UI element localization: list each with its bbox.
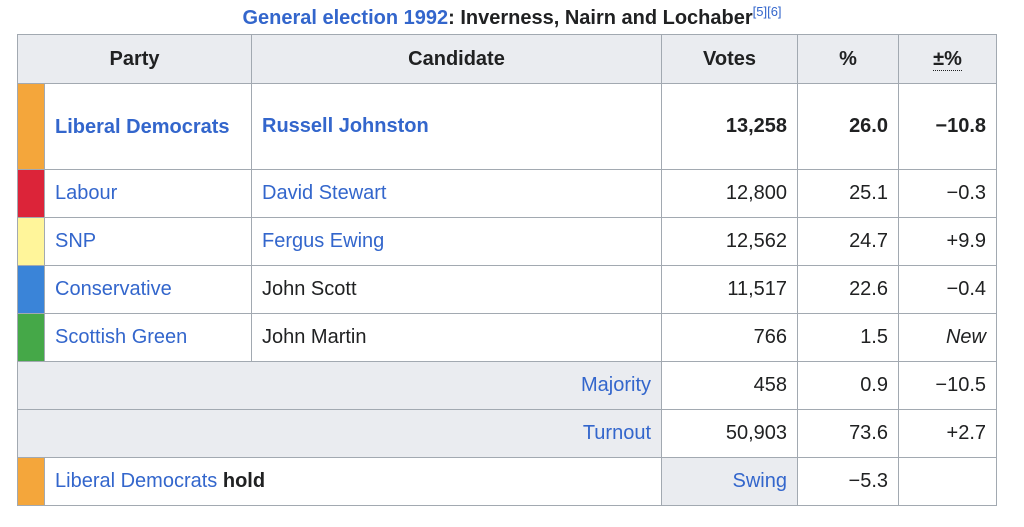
change-cell: New <box>898 313 997 362</box>
party-link[interactable]: Scottish Green <box>55 326 188 348</box>
caption-rest: : Inverness, Nairn and Lochaber <box>448 7 753 29</box>
party-cell: Conservative <box>44 265 252 314</box>
candidate-cell: Russell Johnston <box>251 83 662 170</box>
header-row: Party Candidate Votes % ±% <box>17 34 997 84</box>
candidate-link[interactable]: Fergus Ewing <box>262 230 385 252</box>
percent-cell: 24.7 <box>797 217 899 266</box>
table-row: Scottish Green John Martin 766 1.5 New <box>17 313 997 362</box>
majority-label-cell: Majority <box>17 361 662 410</box>
majority-percent: 0.9 <box>797 361 899 410</box>
table-row: Conservative John Scott 11,517 22.6 −0.4 <box>17 265 997 314</box>
turnout-link[interactable]: Turnout <box>582 422 651 444</box>
votes-cell: 13,258 <box>661 83 798 170</box>
candidate-cell: Fergus Ewing <box>251 217 662 266</box>
candidate-cell: John Martin <box>251 313 662 362</box>
party-color-swatch <box>17 217 45 266</box>
votes-cell: 12,800 <box>661 169 798 218</box>
change-cell: −0.4 <box>898 265 997 314</box>
change-abbr[interactable]: ±% <box>933 47 962 71</box>
party-link[interactable]: Liberal Democrats <box>55 115 230 138</box>
election-link[interactable]: General election 1992 <box>242 7 449 29</box>
candidate-link[interactable]: Russell Johnston <box>262 115 429 137</box>
header-candidate: Candidate <box>251 34 662 84</box>
header-votes: Votes <box>661 34 798 84</box>
change-cell: −0.3 <box>898 169 997 218</box>
votes-cell: 11,517 <box>661 265 798 314</box>
turnout-row: Turnout 50,903 73.6 +2.7 <box>17 409 997 458</box>
votes-cell: 766 <box>661 313 798 362</box>
turnout-label-cell: Turnout <box>17 409 662 458</box>
party-cell: Liberal Democrats <box>44 83 252 170</box>
votes-cell: 12,562 <box>661 217 798 266</box>
party-color-swatch <box>17 83 45 170</box>
percent-cell: 22.6 <box>797 265 899 314</box>
party-color-swatch <box>17 313 45 362</box>
table-row: Labour David Stewart 12,800 25.1 −0.3 <box>17 169 997 218</box>
table-caption: General election 1992: Inverness, Nairn … <box>0 4 1024 30</box>
turnout-percent: 73.6 <box>797 409 899 458</box>
party-cell: Scottish Green <box>44 313 252 362</box>
turnout-votes: 50,903 <box>661 409 798 458</box>
header-percent: % <box>797 34 899 84</box>
candidate-link[interactable]: David Stewart <box>262 182 387 204</box>
hold-row: Liberal Democrats hold Swing −5.3 <box>17 457 997 506</box>
table-row: Liberal Democrats Russell Johnston 13,25… <box>17 83 997 170</box>
percent-cell: 26.0 <box>797 83 899 170</box>
candidate-cell: John Scott <box>251 265 662 314</box>
hold-word: hold <box>222 470 266 492</box>
table-row: SNP Fergus Ewing 12,562 24.7 +9.9 <box>17 217 997 266</box>
percent-cell: 1.5 <box>797 313 899 362</box>
party-link[interactable]: Liberal Democrats <box>55 470 218 492</box>
reference-links[interactable]: [5][6] <box>752 4 782 19</box>
majority-votes: 458 <box>661 361 798 410</box>
candidate-cell: David Stewart <box>251 169 662 218</box>
swing-link[interactable]: Swing <box>732 470 787 492</box>
change-cell: −10.8 <box>898 83 997 170</box>
hold-cell: Liberal Democrats hold <box>44 457 662 506</box>
party-color-swatch <box>17 169 45 218</box>
election-results-table: Party Candidate Votes % ±% Liberal Democ… <box>17 34 997 506</box>
majority-change: −10.5 <box>898 361 997 410</box>
majority-row: Majority 458 0.9 −10.5 <box>17 361 997 410</box>
empty-cell <box>898 457 997 506</box>
turnout-change: +2.7 <box>898 409 997 458</box>
party-link[interactable]: Labour <box>55 182 118 204</box>
swing-label-cell: Swing <box>661 457 798 506</box>
party-color-swatch <box>17 457 45 506</box>
header-change: ±% <box>898 34 997 84</box>
change-cell: +9.9 <box>898 217 997 266</box>
party-link[interactable]: SNP <box>55 230 97 252</box>
header-party: Party <box>17 34 252 84</box>
majority-link[interactable]: Majority <box>580 374 651 396</box>
party-link[interactable]: Conservative <box>55 278 172 300</box>
party-cell: SNP <box>44 217 252 266</box>
party-cell: Labour <box>44 169 252 218</box>
party-color-swatch <box>17 265 45 314</box>
percent-cell: 25.1 <box>797 169 899 218</box>
swing-value: −5.3 <box>797 457 899 506</box>
